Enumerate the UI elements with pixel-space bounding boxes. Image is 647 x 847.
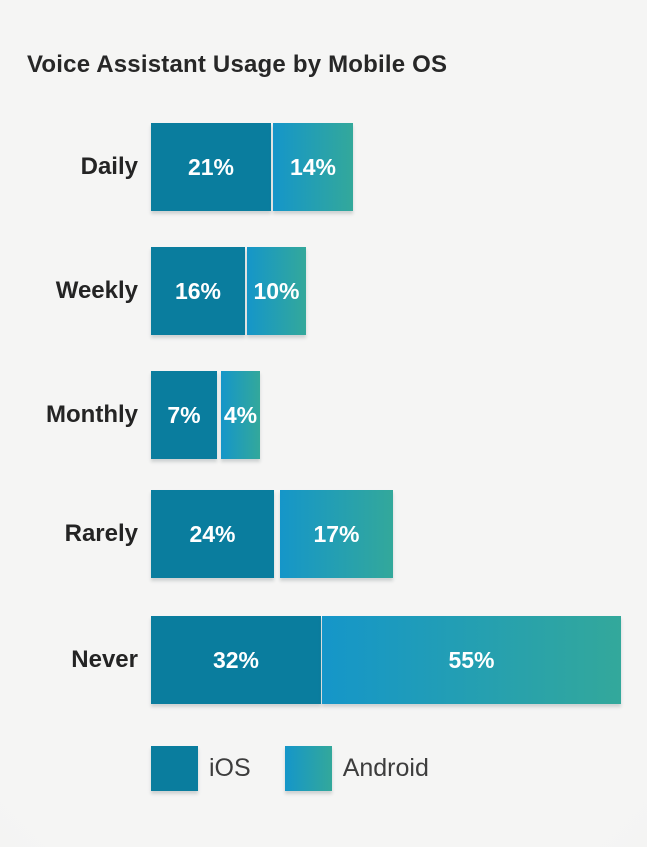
bar-value-label: 16%: [174, 277, 222, 304]
chart-row-weekly: Weekly 16% 10%: [0, 247, 647, 335]
bar-segment-ios: 16%: [151, 247, 245, 335]
bar-segment-ios: 24%: [151, 490, 274, 578]
bar-value-label: 10%: [253, 277, 300, 304]
category-label: Weekly: [55, 277, 138, 304]
bar-segment-android: 4%: [221, 371, 260, 459]
legend-item-android: Android: [284, 746, 429, 791]
legend-label: Android: [342, 754, 429, 782]
bar-segment-ios: 32%: [151, 616, 321, 704]
bar-value-label: 55%: [448, 646, 495, 673]
bar-value-label: 21%: [187, 153, 235, 180]
bar-segment-ios: 21%: [151, 123, 271, 211]
bar-segment-android: 10%: [247, 247, 306, 335]
bar-value-label: 7%: [167, 401, 201, 428]
chart-row-monthly: Monthly 7% 4%: [0, 371, 647, 459]
bar-value-label: 14%: [289, 153, 337, 180]
android-color-swatch: [284, 746, 332, 791]
bar-value-label: 24%: [189, 520, 236, 547]
legend-label: iOS: [209, 754, 251, 782]
legend: iOS Android: [151, 746, 429, 791]
bar-value-label: 17%: [313, 520, 360, 547]
bar-segment-android: 14%: [273, 123, 353, 211]
chart-title: Voice Assistant Usage by Mobile OS: [27, 51, 448, 78]
category-label: Monthly: [46, 401, 138, 428]
bar-value-label: 4%: [223, 401, 258, 428]
ios-color-swatch: [151, 746, 198, 791]
bar-segment-ios: 7%: [151, 371, 217, 459]
bar-segment-android: 17%: [280, 490, 393, 578]
bar-rows: Daily 21% 14% Weekly 16% 10% Monthly 7% …: [0, 123, 647, 704]
bar-value-label: 32%: [212, 646, 260, 673]
legend-item-ios: iOS: [151, 746, 251, 791]
bar-segment-android: 55%: [322, 616, 621, 704]
category-label: Daily: [80, 153, 138, 180]
category-label: Rarely: [64, 520, 138, 547]
chart-row-daily: Daily 21% 14%: [0, 123, 647, 211]
chart-row-never: Never 32% 55%: [0, 616, 647, 704]
chart-row-rarely: Rarely 24% 17%: [0, 490, 647, 578]
category-label: Never: [71, 646, 138, 673]
